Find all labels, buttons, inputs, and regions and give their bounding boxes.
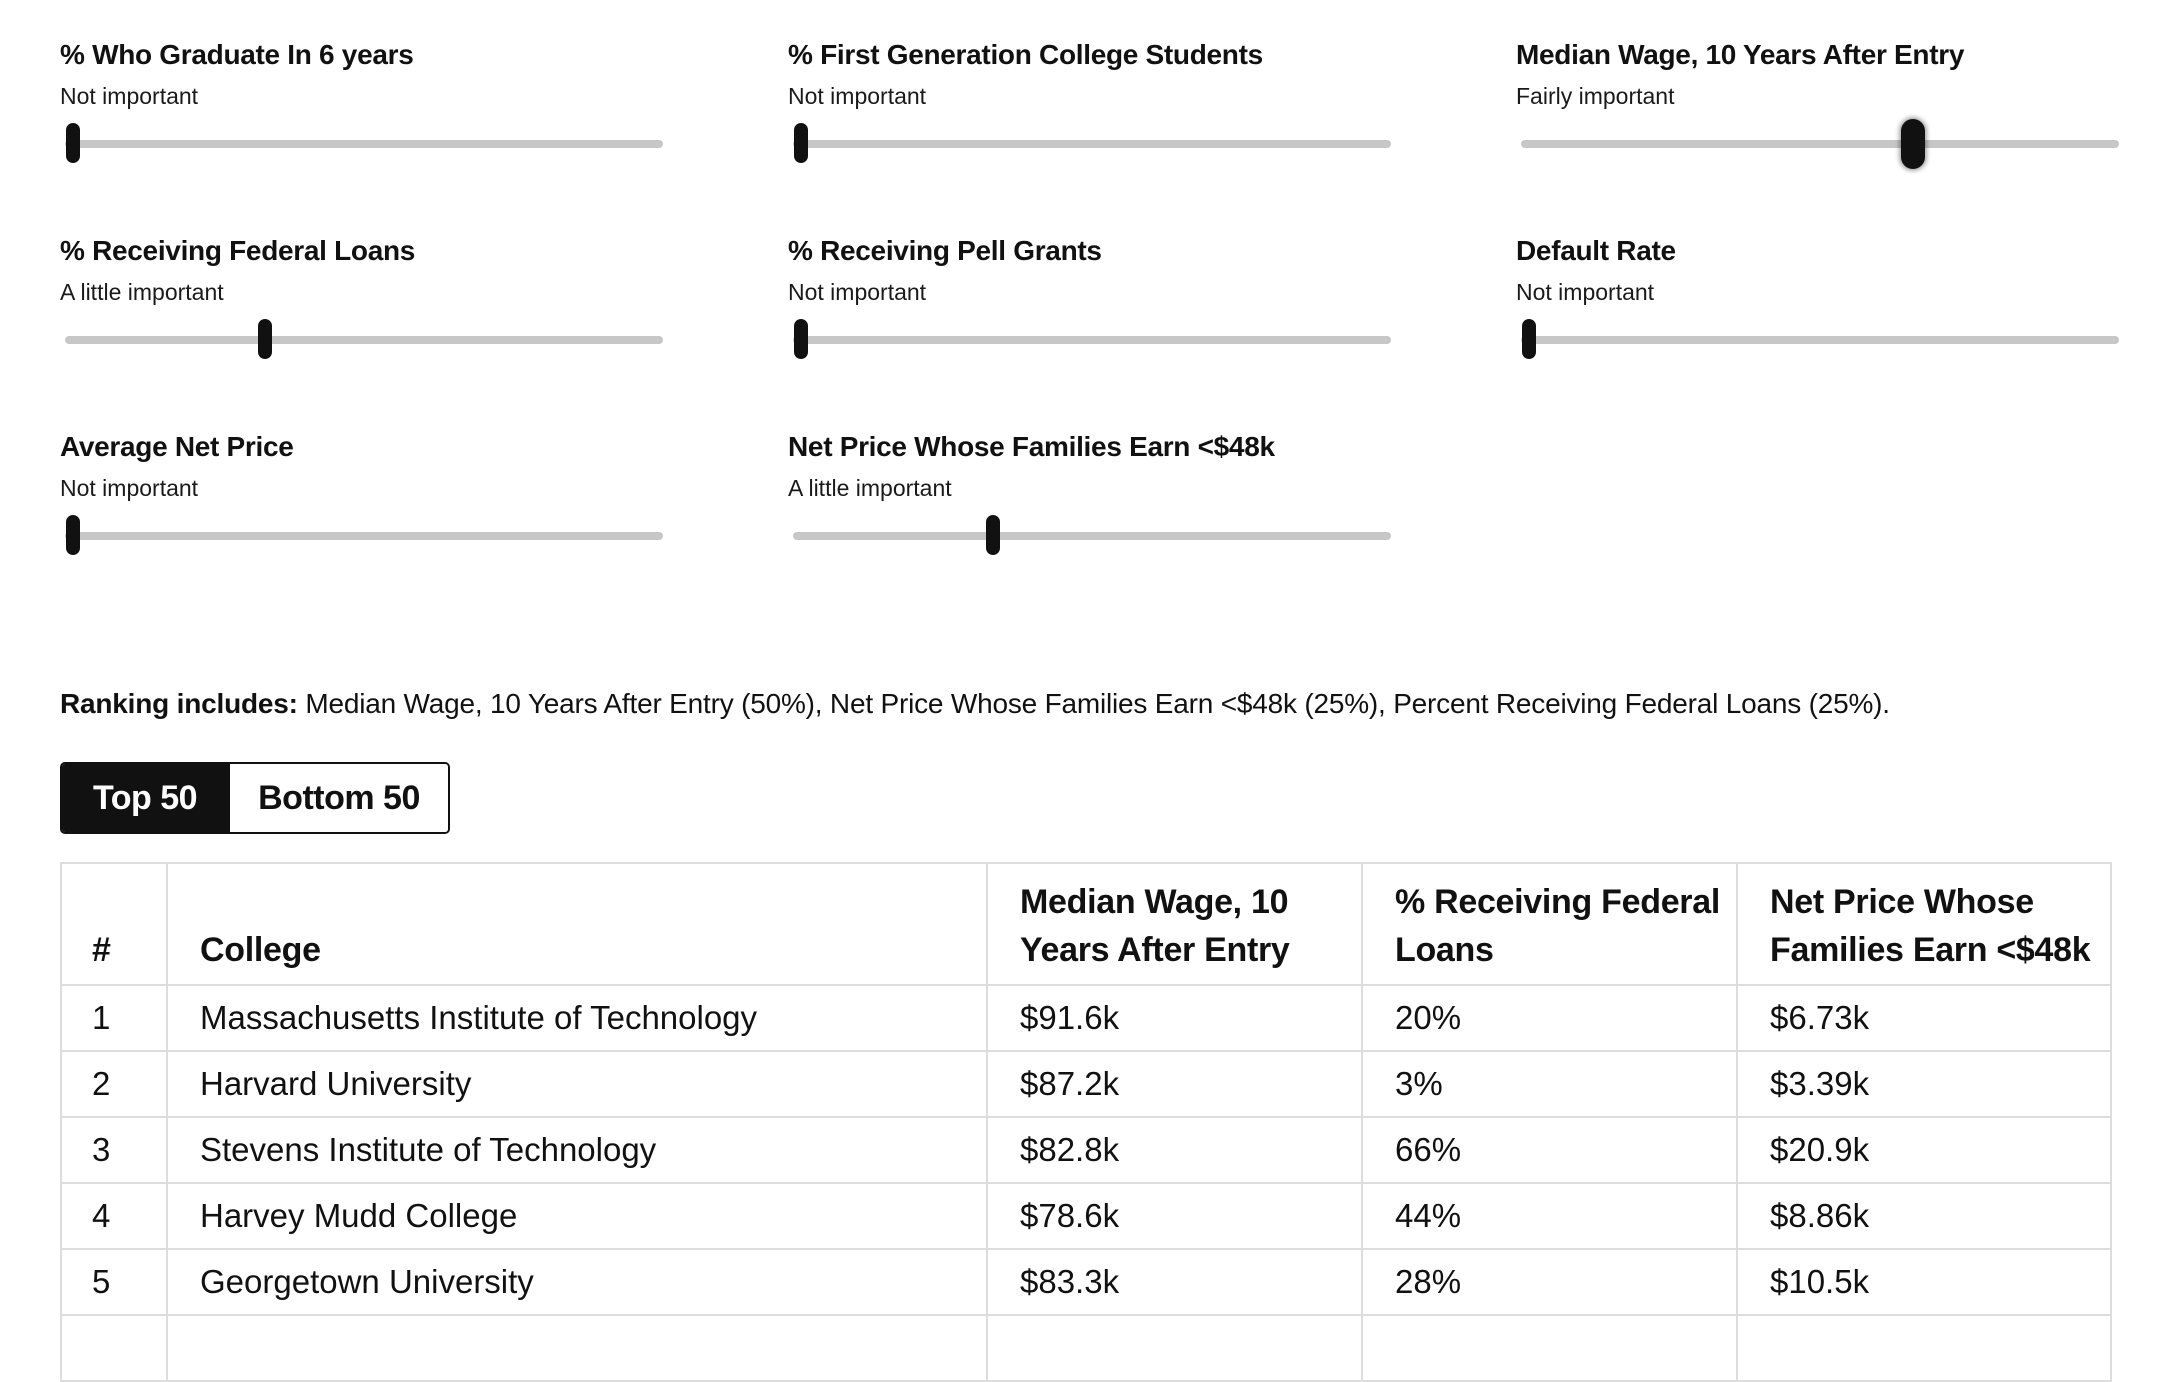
ranking-table: # College Median Wage, 10 Years After En… [60, 862, 2112, 1382]
slider-track[interactable] [65, 515, 663, 555]
slider-thumb[interactable] [794, 123, 808, 163]
net-price-cell: $6.73k [1736, 984, 2112, 1052]
slider-title: Default Rate [1516, 235, 1676, 266]
slider-level: Not important [788, 279, 927, 305]
median-wage-cell: $83.3k [986, 1248, 1363, 1316]
column-header-federal-loans[interactable]: % Receiving Federal Loans [1361, 862, 1738, 986]
rank-cell: 1 [60, 984, 168, 1052]
slider-level: A little important [60, 279, 224, 305]
slider-track[interactable] [793, 515, 1391, 555]
slider-thumb[interactable] [1901, 119, 1926, 169]
college-cell [166, 1314, 988, 1382]
slider-title: Average Net Price [60, 431, 294, 462]
federal-loans-cell: 20% [1361, 984, 1738, 1052]
column-header-net-price[interactable]: Net Price Whose Families Earn <$48k [1736, 862, 2112, 986]
slider-title: % Receiving Pell Grants [788, 235, 1102, 266]
college-cell: Harvey Mudd College [166, 1182, 988, 1250]
college-cell: Massachusetts Institute of Technology [166, 984, 988, 1052]
top-bottom-toggle: Top 50 Bottom 50 [60, 762, 450, 834]
slider-thumb[interactable] [258, 319, 273, 359]
federal-loans-cell: 3% [1361, 1050, 1738, 1118]
slider-track[interactable] [793, 123, 1391, 163]
ranking-summary-label: Ranking includes: [60, 688, 298, 719]
table-row: 4 Harvey Mudd College $78.6k 44% $8.86k [60, 1182, 2112, 1250]
column-header-rank[interactable]: # [60, 862, 168, 986]
slider-title: % Who Graduate In 6 years [60, 39, 414, 70]
table-row [60, 1314, 2112, 1382]
slider-thumb[interactable] [986, 515, 1001, 555]
median-wage-cell: $91.6k [986, 984, 1363, 1052]
table-row: 3 Stevens Institute of Technology $82.8k… [60, 1116, 2112, 1184]
college-cell: Harvard University [166, 1050, 988, 1118]
slider-title: Net Price Whose Families Earn <$48k [788, 431, 1275, 462]
median-wage-cell: $78.6k [986, 1182, 1363, 1250]
slider-title: Median Wage, 10 Years After Entry [1516, 39, 1965, 70]
slider-level: Not important [60, 475, 199, 501]
median-wage-cell [986, 1314, 1363, 1382]
column-header-college[interactable]: College [166, 862, 988, 986]
slider-level: Fairly important [1516, 83, 1675, 109]
slider-track[interactable] [65, 319, 663, 359]
importance-sliders: % Who Graduate In 6 years Not important … [60, 0, 2120, 626]
slider-title: % First Generation College Students [788, 39, 1263, 70]
slider-graduation-rate: % Who Graduate In 6 years Not important [60, 38, 788, 234]
slider-level: Not important [1516, 279, 1655, 305]
net-price-cell: $20.9k [1736, 1116, 2112, 1184]
bottom-50-button[interactable]: Bottom 50 [228, 764, 448, 832]
rank-cell: 5 [60, 1248, 168, 1316]
slider-track[interactable] [793, 319, 1391, 359]
table-header-row: # College Median Wage, 10 Years After En… [60, 862, 2112, 986]
rank-cell: 2 [60, 1050, 168, 1118]
slider-federal-loans: % Receiving Federal Loans A little impor… [60, 234, 788, 430]
slider-median-wage: Median Wage, 10 Years After Entry Fairly… [1516, 38, 2120, 234]
federal-loans-cell: 44% [1361, 1182, 1738, 1250]
median-wage-cell: $87.2k [986, 1050, 1363, 1118]
slider-track[interactable] [1521, 119, 2119, 169]
slider-thumb[interactable] [794, 319, 808, 359]
slider-default-rate: Default Rate Not important [1516, 234, 2120, 430]
federal-loans-cell: 28% [1361, 1248, 1738, 1316]
net-price-cell [1736, 1314, 2112, 1382]
federal-loans-cell [1361, 1314, 1738, 1382]
median-wage-cell: $82.8k [986, 1116, 1363, 1184]
slider-title: % Receiving Federal Loans [60, 235, 416, 266]
column-header-median-wage[interactable]: Median Wage, 10 Years After Entry [986, 862, 1363, 986]
slider-thumb[interactable] [1522, 319, 1536, 359]
net-price-cell: $8.86k [1736, 1182, 2112, 1250]
rank-cell [60, 1314, 168, 1382]
slider-track[interactable] [1521, 319, 2119, 359]
federal-loans-cell: 66% [1361, 1116, 1738, 1184]
slider-level: Not important [788, 83, 927, 109]
college-cell: Stevens Institute of Technology [166, 1116, 988, 1184]
slider-level: Not important [60, 83, 199, 109]
slider-track[interactable] [65, 123, 663, 163]
top-50-button[interactable]: Top 50 [62, 764, 228, 832]
table-row: 1 Massachusetts Institute of Technology … [60, 984, 2112, 1052]
rank-cell: 4 [60, 1182, 168, 1250]
college-cell: Georgetown University [166, 1248, 988, 1316]
slider-net-price-low-income: Net Price Whose Families Earn <$48k A li… [788, 430, 1516, 626]
slider-pell-grants: % Receiving Pell Grants Not important [788, 234, 1516, 430]
table-row: 5 Georgetown University $83.3k 28% $10.5… [60, 1248, 2112, 1316]
slider-thumb[interactable] [66, 123, 80, 163]
net-price-cell: $3.39k [1736, 1050, 2112, 1118]
ranking-summary: Ranking includes: Median Wage, 10 Years … [60, 686, 1890, 722]
ranking-summary-text: Median Wage, 10 Years After Entry (50%),… [297, 688, 1890, 719]
rank-cell: 3 [60, 1116, 168, 1184]
ranking-page: % Who Graduate In 6 years Not important … [60, 0, 2120, 1382]
slider-first-generation: % First Generation College Students Not … [788, 38, 1516, 234]
slider-level: A little important [788, 475, 952, 501]
slider-average-net-price: Average Net Price Not important [60, 430, 788, 626]
slider-thumb[interactable] [66, 515, 80, 555]
net-price-cell: $10.5k [1736, 1248, 2112, 1316]
table-row: 2 Harvard University $87.2k 3% $3.39k [60, 1050, 2112, 1118]
